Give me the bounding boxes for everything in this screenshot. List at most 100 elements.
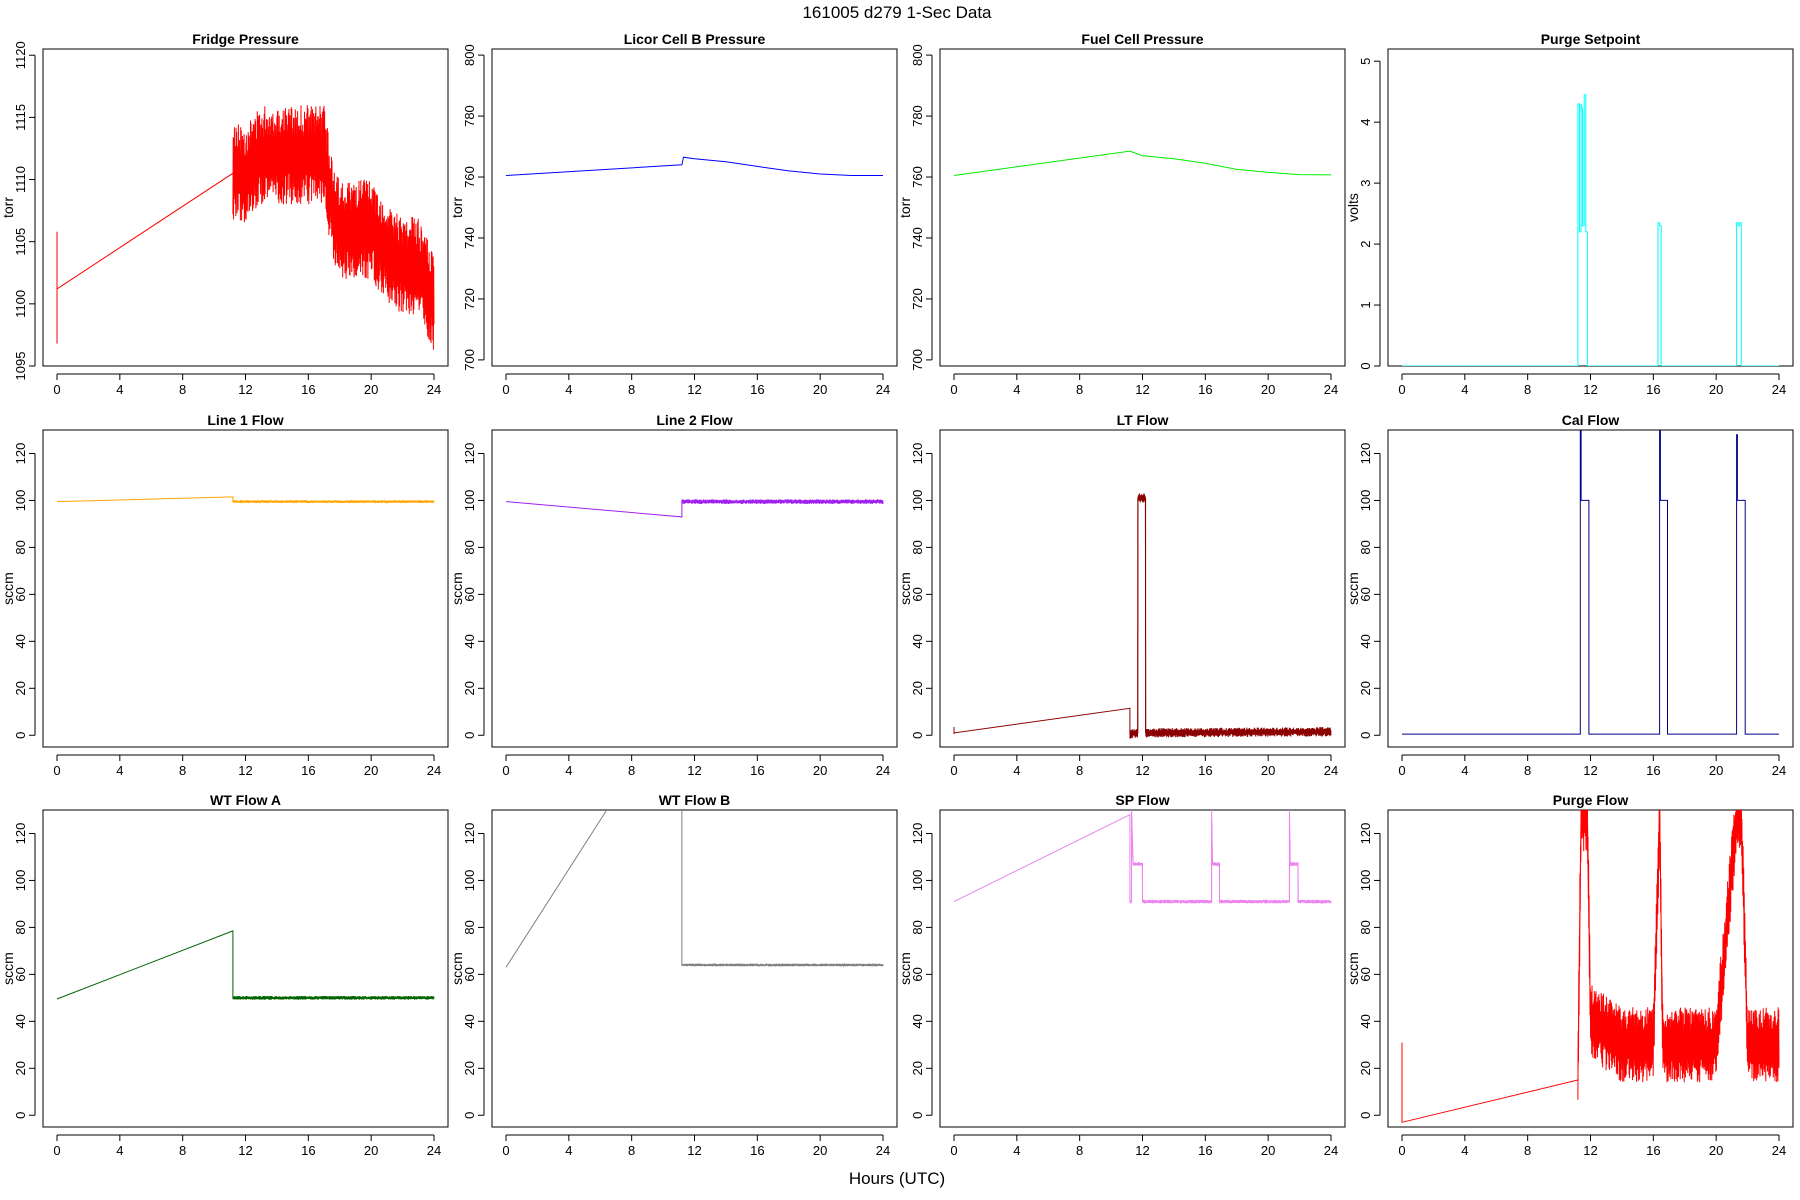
y-tick-label: 1115 xyxy=(13,104,28,131)
y-axis-label: sccm xyxy=(0,952,16,985)
x-tick-label: 16 xyxy=(1646,1143,1660,1158)
y-tick-label: 40 xyxy=(910,634,925,648)
x-tick-label: 16 xyxy=(301,382,315,397)
panel-title: Line 2 Flow xyxy=(656,412,732,428)
x-tick-label: 12 xyxy=(1135,763,1149,778)
panel-title: LT Flow xyxy=(1117,412,1169,428)
y-tick-label: 1 xyxy=(1358,301,1373,308)
panel-wt-flow-a: WT Flow A 0 4 8 12 16 20 24 0 20 40 60 80 100 120 sccm xyxy=(0,792,449,1158)
y-tick-label: 700 xyxy=(462,349,477,371)
y-tick-label: 60 xyxy=(462,587,477,601)
x-tick-label: 24 xyxy=(1772,763,1786,778)
y-tick-label: 3 xyxy=(1358,179,1373,186)
x-tick-label: 0 xyxy=(53,763,60,778)
series-noise xyxy=(1129,493,1332,739)
x-tick-label: 24 xyxy=(427,382,441,397)
y-tick-label: 120 xyxy=(13,443,28,465)
series-noise xyxy=(1129,816,1332,904)
x-tick-label: 0 xyxy=(950,763,957,778)
x-tick-label: 20 xyxy=(1709,763,1723,778)
x-tick-label: 24 xyxy=(1772,382,1786,397)
y-tick-label: 700 xyxy=(910,349,925,371)
y-tick-label: 1110 xyxy=(13,166,28,193)
x-tick-label: 12 xyxy=(238,763,252,778)
x-tick-label: 16 xyxy=(1198,382,1212,397)
y-tick-label: 1105 xyxy=(13,228,28,256)
x-tick-label: 20 xyxy=(364,382,378,397)
x-tick-label: 8 xyxy=(628,763,635,778)
y-tick-label: 80 xyxy=(1358,920,1373,934)
x-tick-label: 20 xyxy=(1709,1143,1723,1158)
plot-frame xyxy=(491,48,898,367)
series-noise xyxy=(681,962,884,968)
y-tick-label: 760 xyxy=(910,166,925,188)
x-tick-label: 16 xyxy=(750,763,764,778)
y-tick-label: 0 xyxy=(910,732,925,739)
x-tick-label: 8 xyxy=(1076,1143,1083,1158)
x-tick-label: 12 xyxy=(238,1143,252,1158)
x-tick-label: 4 xyxy=(116,1143,123,1158)
plot-frame xyxy=(42,48,449,367)
y-tick-label: 100 xyxy=(1358,490,1373,512)
y-axis-label: sccm xyxy=(0,572,16,605)
y-tick-label: 40 xyxy=(462,634,477,648)
x-tick-label: 16 xyxy=(1198,763,1212,778)
panel-title: Purge Flow xyxy=(1553,792,1629,808)
y-tick-label: 2 xyxy=(1358,240,1373,247)
y-tick-label: 120 xyxy=(1358,823,1373,845)
x-tick-label: 0 xyxy=(502,382,509,397)
y-tick-label: 20 xyxy=(910,681,925,695)
panel-title: WT Flow B xyxy=(659,792,731,808)
series-noise xyxy=(232,499,435,505)
x-tick-label: 4 xyxy=(1013,382,1020,397)
y-tick-label: 80 xyxy=(462,540,477,554)
x-tick-label: 4 xyxy=(1013,763,1020,778)
x-tick-label: 16 xyxy=(750,1143,764,1158)
y-tick-label: 0 xyxy=(1358,732,1373,739)
y-tick-label: 60 xyxy=(1358,587,1373,601)
y-tick-label: 120 xyxy=(462,443,477,465)
x-tick-label: 24 xyxy=(427,1143,441,1158)
y-tick-label: 1100 xyxy=(13,290,28,318)
y-tick-label: 780 xyxy=(910,105,925,127)
panel-fuel-cell-pressure: Fuel Cell Pressure 0 4 8 12 16 20 24 700 720 740 76… xyxy=(897,31,1346,397)
x-tick-label: 16 xyxy=(1646,763,1660,778)
x-tick-label: 8 xyxy=(1524,1143,1531,1158)
x-tick-label: 12 xyxy=(1135,382,1149,397)
x-tick-label: 8 xyxy=(628,382,635,397)
x-tick-label: 24 xyxy=(427,763,441,778)
y-tick-label: 20 xyxy=(1358,681,1373,695)
y-tick-label: 0 xyxy=(910,1112,925,1119)
panel-sp-flow: SP Flow 0 4 8 12 16 20 24 0 20 40 60 80 100 120 sccm xyxy=(897,792,1346,1158)
panel-fridge-pressure: Fridge Pressure 0 4 8 12 16 20 24 1095 1100 1105 11… xyxy=(0,31,449,397)
x-tick-label: 24 xyxy=(1324,1143,1338,1158)
x-tick-label: 20 xyxy=(364,763,378,778)
x-tick-label: 8 xyxy=(1524,382,1531,397)
x-tick-label: 4 xyxy=(565,382,572,397)
y-tick-label: 0 xyxy=(462,732,477,739)
series-line xyxy=(505,810,883,968)
x-tick-label: 4 xyxy=(1013,1143,1020,1158)
y-tick-label: 80 xyxy=(1358,540,1373,554)
y-tick-label: 40 xyxy=(13,1014,28,1028)
y-tick-label: 0 xyxy=(13,732,28,739)
y-tick-label: 60 xyxy=(910,967,925,981)
y-tick-label: 780 xyxy=(462,105,477,127)
plot-frame xyxy=(1387,429,1794,748)
x-tick-label: 24 xyxy=(876,382,890,397)
y-tick-label: 100 xyxy=(462,490,477,512)
x-tick-label: 20 xyxy=(1261,763,1275,778)
x-tick-label: 8 xyxy=(628,1143,635,1158)
x-tick-label: 0 xyxy=(53,382,60,397)
y-tick-label: 740 xyxy=(910,227,925,249)
y-tick-label: 60 xyxy=(910,587,925,601)
x-tick-label: 20 xyxy=(813,382,827,397)
y-tick-label: 80 xyxy=(13,540,28,554)
series-line xyxy=(56,930,434,1000)
panel-lt-flow: LT Flow 0 4 8 12 16 20 24 0 20 40 60 80 100 120 sccm xyxy=(897,412,1346,778)
x-tick-label: 24 xyxy=(1772,1143,1786,1158)
y-tick-label: 20 xyxy=(910,1061,925,1075)
panel-line-1-flow: Line 1 Flow 0 4 8 12 16 20 24 0 20 40 60 80 100 120 scc… xyxy=(0,412,449,778)
y-axis-label: sccm xyxy=(1345,952,1361,985)
